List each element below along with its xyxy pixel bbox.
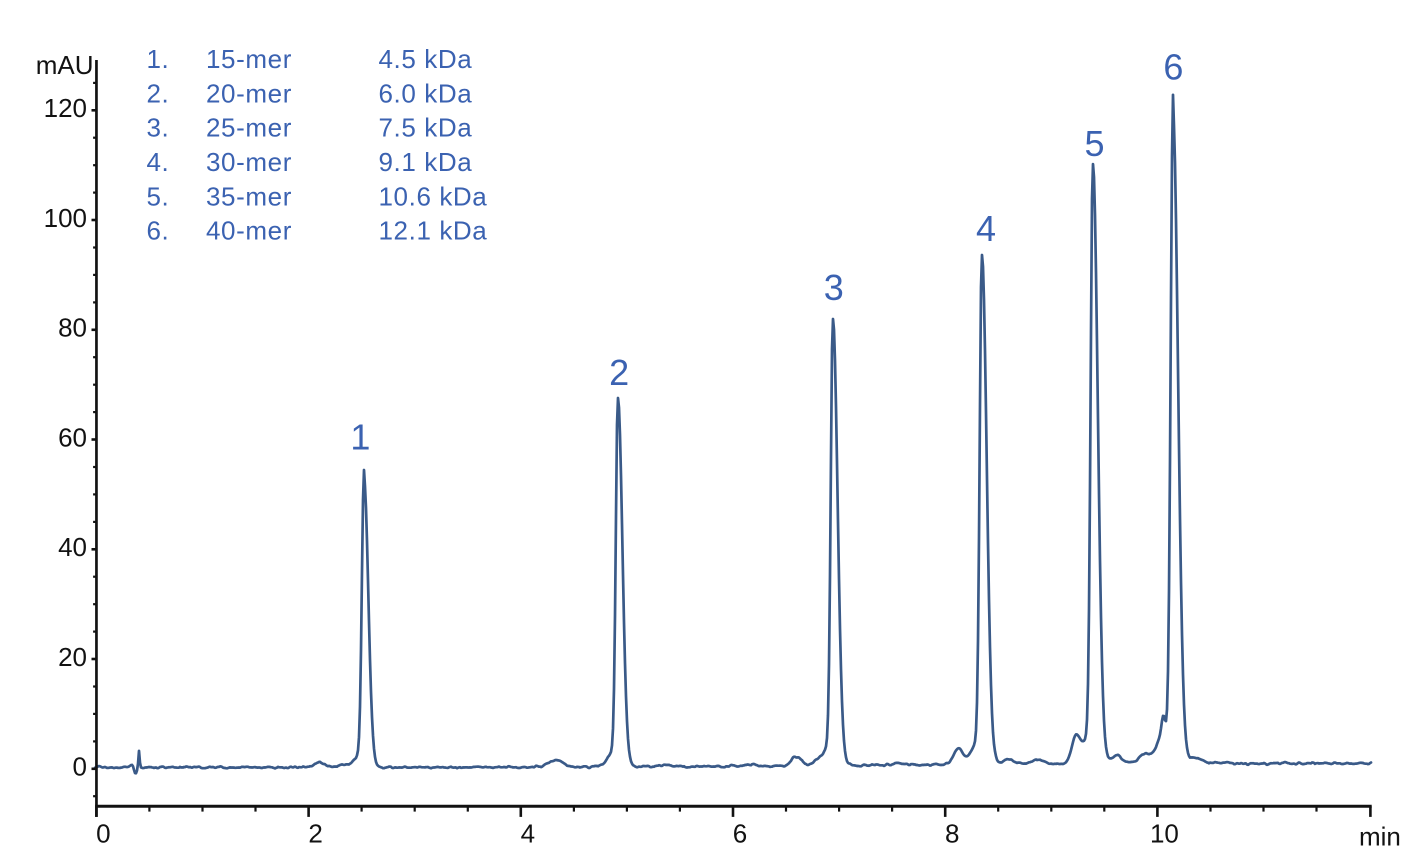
svg-text:5.: 5. xyxy=(147,181,170,211)
svg-text:80: 80 xyxy=(58,313,87,343)
svg-text:60: 60 xyxy=(58,422,87,452)
svg-text:0: 0 xyxy=(96,819,110,849)
svg-text:20-mer: 20-mer xyxy=(206,78,292,108)
svg-text:10: 10 xyxy=(1150,819,1179,849)
svg-text:4.5 kDa: 4.5 kDa xyxy=(379,44,473,74)
svg-text:6.: 6. xyxy=(147,216,170,246)
svg-text:9.1 kDa: 9.1 kDa xyxy=(379,147,473,177)
svg-text:3: 3 xyxy=(824,267,844,308)
svg-text:3.: 3. xyxy=(147,113,170,143)
svg-text:1: 1 xyxy=(350,417,370,458)
svg-text:mAU: mAU xyxy=(36,50,94,80)
svg-text:4: 4 xyxy=(521,819,535,849)
svg-text:120: 120 xyxy=(44,93,87,123)
svg-text:6: 6 xyxy=(733,819,747,849)
svg-text:25-mer: 25-mer xyxy=(206,113,292,143)
svg-text:8: 8 xyxy=(945,819,959,849)
svg-text:100: 100 xyxy=(44,203,87,233)
svg-text:2: 2 xyxy=(308,819,322,849)
svg-text:10.6 kDa: 10.6 kDa xyxy=(379,181,488,211)
svg-text:6: 6 xyxy=(1163,46,1183,87)
svg-text:7.5 kDa: 7.5 kDa xyxy=(379,113,473,143)
svg-text:30-mer: 30-mer xyxy=(206,147,292,177)
svg-text:5: 5 xyxy=(1084,123,1104,164)
svg-text:35-mer: 35-mer xyxy=(206,181,292,211)
svg-text:4: 4 xyxy=(976,208,996,249)
svg-text:12.1 kDa: 12.1 kDa xyxy=(379,216,488,246)
svg-text:1.: 1. xyxy=(147,44,170,74)
svg-text:15-mer: 15-mer xyxy=(206,44,292,74)
svg-text:40-mer: 40-mer xyxy=(206,216,292,246)
svg-text:0: 0 xyxy=(73,752,87,782)
svg-text:min: min xyxy=(1359,822,1401,852)
svg-text:6.0 kDa: 6.0 kDa xyxy=(379,78,473,108)
svg-text:2: 2 xyxy=(609,352,629,393)
svg-text:4.: 4. xyxy=(147,147,170,177)
svg-text:2.: 2. xyxy=(147,78,170,108)
svg-text:40: 40 xyxy=(58,532,87,562)
svg-text:20: 20 xyxy=(58,642,87,672)
